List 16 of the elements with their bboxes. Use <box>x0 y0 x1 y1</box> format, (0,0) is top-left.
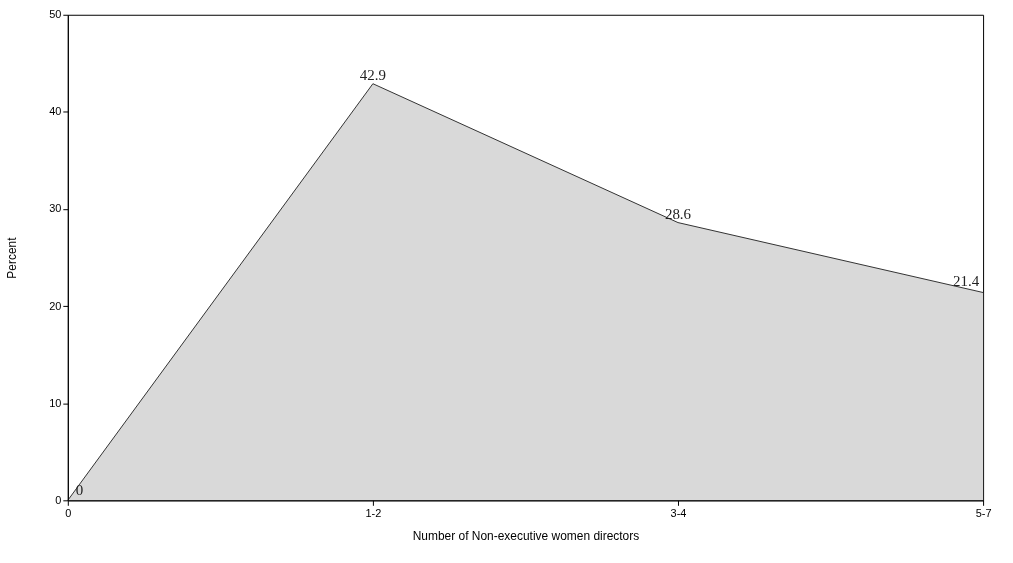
y-axis-title: Percent <box>5 236 20 279</box>
y-tick-label: 0 <box>55 493 62 506</box>
y-tick-label: 50 <box>49 8 62 21</box>
data-label: 0 <box>75 482 84 499</box>
x-tick-label: 5-7 <box>975 506 992 519</box>
data-label: 28.6 <box>664 205 692 222</box>
x-axis-title: Number of Non-executive women directors <box>412 528 640 543</box>
y-tick-label: 30 <box>49 202 62 215</box>
y-tick-label: 10 <box>49 396 62 409</box>
x-tick-label: 0 <box>65 506 72 519</box>
y-tick-label: 40 <box>49 105 62 118</box>
data-label: 42.9 <box>359 66 386 83</box>
y-tick-label: 20 <box>49 299 62 312</box>
data-label: 21.4 <box>952 272 980 289</box>
x-tick-label: 3-4 <box>670 506 687 519</box>
x-tick-label: 1-2 <box>365 506 382 519</box>
